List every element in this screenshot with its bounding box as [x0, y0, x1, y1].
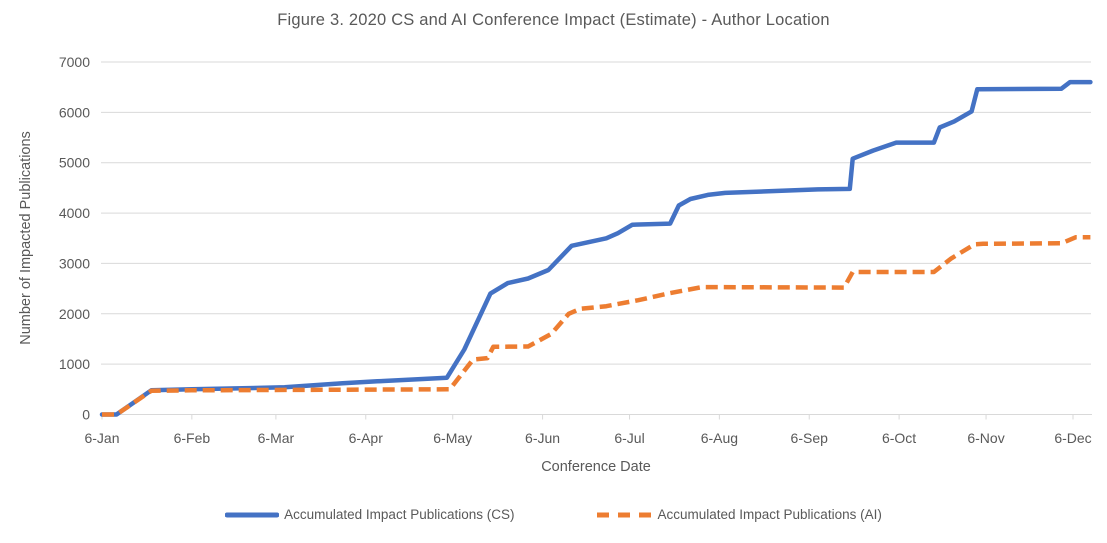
legend-item-ai[interactable]: Accumulated Impact Publications (AI) — [596, 507, 882, 522]
series-line-ai — [102, 234, 1091, 417]
x-tick-label: 6-Nov — [967, 430, 1004, 446]
y-tick-label: 5000 — [59, 155, 90, 171]
y-tick-label: 2000 — [59, 306, 90, 322]
legend-line-solid-icon — [225, 512, 280, 517]
x-tick-label: 6-Jun — [525, 430, 560, 446]
y-tick-label: 3000 — [59, 255, 90, 271]
x-tick-label: 6-Jan — [84, 430, 119, 446]
y-tick-label: 1000 — [59, 356, 90, 372]
y-tick-label: 0 — [82, 407, 90, 423]
y-axis-title: Number of Impacted Publications — [18, 131, 34, 345]
chart-title: Figure 3. 2020 CS and AI Conference Impa… — [277, 11, 830, 29]
x-tick-label: 6-Dec — [1054, 430, 1091, 446]
legend-item-cs[interactable]: Accumulated Impact Publications (CS) — [225, 507, 514, 522]
x-tick-label: 6-Oct — [882, 430, 916, 446]
series-line-cs — [99, 79, 1093, 417]
x-tick-label: 6-Sep — [791, 430, 829, 446]
x-tick-label: 6-Jul — [614, 430, 644, 446]
legend-label-cs: Accumulated Impact Publications (CS) — [284, 507, 515, 522]
y-tick-label: 6000 — [59, 104, 90, 120]
x-axis-title: Conference Date — [541, 459, 651, 475]
y-tick-label: 7000 — [59, 54, 90, 70]
x-tick-label: 6-Mar — [258, 430, 295, 446]
x-tick-label: 6-Feb — [174, 430, 211, 446]
legend-label-ai: Accumulated Impact Publications (AI) — [657, 507, 882, 522]
x-tick-label: 6-May — [433, 430, 472, 446]
x-tick-label: 6-Apr — [349, 430, 384, 446]
y-tick-label: 4000 — [59, 205, 90, 221]
legend: Accumulated Impact Publications (CS) Acc… — [0, 507, 1107, 522]
legend-line-dashed-icon — [597, 512, 652, 517]
plot-area: 0 1000 2000 3000 4000 5000 6000 7000 6-Jan 6-Feb 6… — [18, 54, 1093, 475]
x-tick-label: 6-Aug — [701, 430, 738, 446]
